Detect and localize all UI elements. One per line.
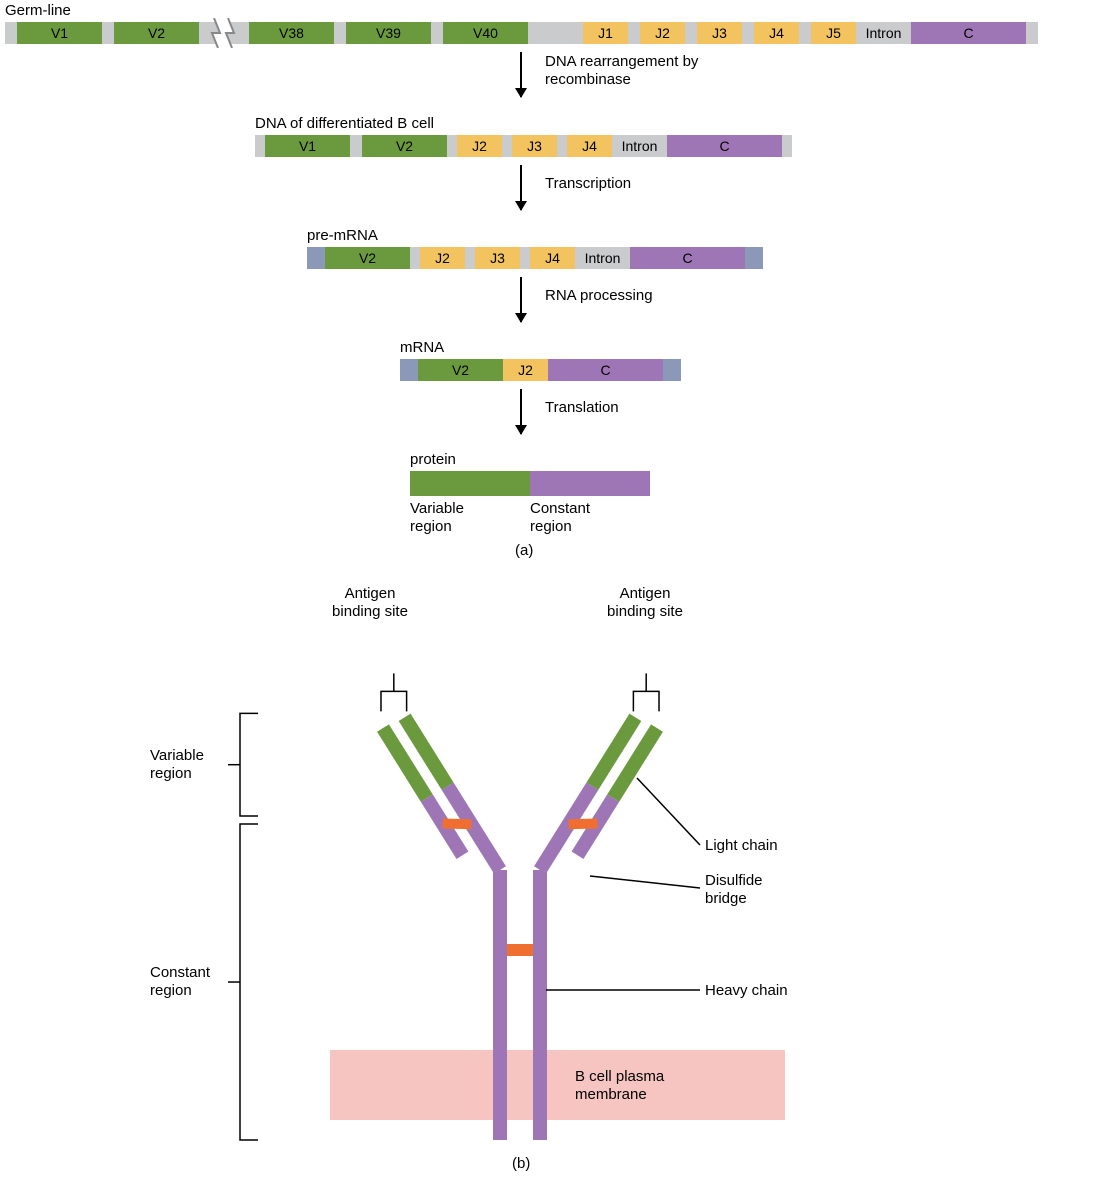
row-label: mRNA	[400, 339, 444, 357]
gene-segment: J2	[420, 247, 465, 269]
disulfide-label: Disulfidebridge	[705, 872, 763, 908]
gene-segment: V40	[443, 22, 528, 44]
gene-segment: V38	[249, 22, 334, 44]
gene-segment: J4	[567, 135, 612, 157]
constant-region-label: Constantregion	[530, 500, 650, 536]
gene-segment: V2	[418, 359, 503, 381]
gene-segment: V2	[362, 135, 447, 157]
heavy-chain-label: Heavy chain	[705, 982, 788, 1000]
gene-segment	[5, 22, 17, 44]
row-label: pre-mRNA	[307, 227, 378, 245]
step-label: Translation	[545, 399, 619, 417]
gene-segment	[782, 135, 792, 157]
gene-segment: J5	[811, 22, 856, 44]
step-label: RNA processing	[545, 287, 653, 305]
gene-segment	[557, 135, 567, 157]
gene-segment: J3	[475, 247, 520, 269]
gene-segment: J2	[457, 135, 502, 157]
arrow	[520, 52, 522, 97]
gene-segment: Intron	[575, 247, 630, 269]
gene-segment: Intron	[856, 22, 911, 44]
gene-segment	[102, 22, 114, 44]
gene-segment	[628, 22, 640, 44]
membrane-label: B cell plasmamembrane	[575, 1068, 664, 1104]
gene-segment	[530, 471, 650, 496]
arrow	[520, 277, 522, 322]
gene-segment: C	[911, 22, 1026, 44]
gene-segment	[520, 247, 530, 269]
gene-segment	[410, 247, 420, 269]
gene-segment: V1	[17, 22, 102, 44]
gene-segment: V1	[265, 135, 350, 157]
gene-segment	[307, 247, 325, 269]
arrow	[520, 389, 522, 434]
gene-segment: V39	[346, 22, 431, 44]
variable-region-label: Variableregion	[410, 500, 530, 536]
gene-segment: C	[667, 135, 782, 157]
step-label: Transcription	[545, 175, 631, 193]
gene-segment	[502, 135, 512, 157]
gene-segment	[410, 471, 530, 496]
gene-segment: J4	[530, 247, 575, 269]
gene-segment: J2	[640, 22, 685, 44]
gene-segment	[799, 22, 811, 44]
gene-segment: V2	[114, 22, 199, 44]
gene-segment	[334, 22, 346, 44]
antigen-binding-label: Antigenbinding site	[310, 585, 430, 621]
gene-segment	[742, 22, 754, 44]
gene-segment	[465, 247, 475, 269]
caption-b: (b)	[512, 1155, 530, 1173]
gene-segment	[400, 359, 418, 381]
row-label: DNA of differentiated B cell	[255, 115, 434, 133]
light-chain-label: Light chain	[705, 837, 778, 855]
gene-segment	[431, 22, 443, 44]
gene-segment	[255, 135, 265, 157]
gene-segment	[447, 135, 457, 157]
variable-region-label: Variableregion	[150, 747, 204, 783]
gene-segment: C	[630, 247, 745, 269]
gene-segment: V2	[325, 247, 410, 269]
gene-segment: J3	[512, 135, 557, 157]
antigen-binding-label: Antigenbinding site	[585, 585, 705, 621]
gene-segment: C	[548, 359, 663, 381]
gene-segment	[685, 22, 697, 44]
gene-segment	[745, 247, 763, 269]
gene-segment: J2	[503, 359, 548, 381]
caption-a: (a)	[515, 542, 533, 560]
step-label: DNA rearrangement byrecombinase	[545, 53, 698, 89]
gene-segment	[663, 359, 681, 381]
constant-region-label: Constantregion	[150, 964, 210, 1000]
gene-segment: J1	[583, 22, 628, 44]
gene-segment: Intron	[612, 135, 667, 157]
gene-segment	[350, 135, 362, 157]
gene-segment	[528, 22, 583, 44]
row-label: protein	[410, 451, 456, 469]
gene-segment: J3	[697, 22, 742, 44]
gene-segment	[1026, 22, 1038, 44]
gene-segment: J4	[754, 22, 799, 44]
arrow	[520, 165, 522, 210]
germline-label: Germ-line	[5, 2, 71, 20]
